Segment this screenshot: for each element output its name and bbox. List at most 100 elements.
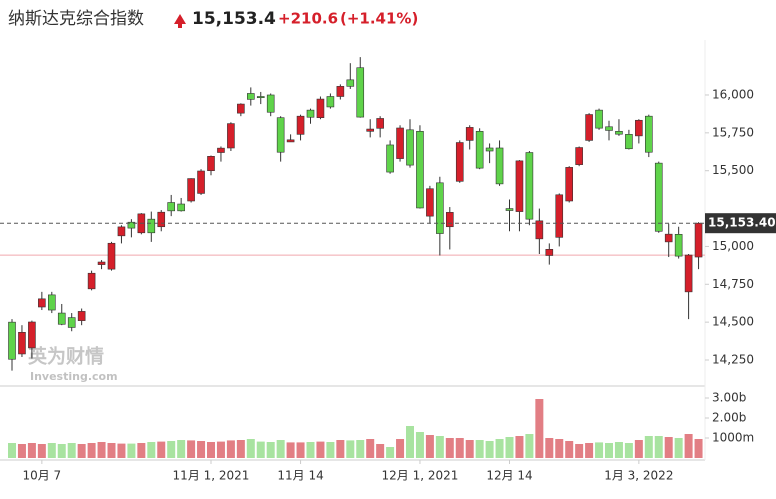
candle-body (157, 211, 166, 228)
candle-body (416, 131, 424, 209)
volume-bar (107, 443, 116, 458)
volume-bar (634, 440, 643, 458)
candle-body (87, 272, 96, 290)
candle-body (674, 234, 683, 257)
volume-bar (67, 443, 76, 458)
candle-body (555, 194, 564, 238)
candle-body (237, 103, 245, 114)
volume-bar (505, 437, 514, 458)
candle-body (28, 321, 36, 349)
volume-bar (545, 438, 554, 458)
volume-bar (595, 442, 604, 458)
x-tick-label: 12月 1, 2021 (382, 469, 459, 483)
volume-bar (366, 439, 375, 458)
volume-bar (87, 443, 96, 458)
volume-bar (316, 441, 325, 458)
volume-bar (157, 441, 166, 458)
candle-body (465, 127, 474, 141)
volume-bar (535, 399, 544, 458)
candle-body (147, 218, 156, 234)
volume-bar (127, 443, 136, 458)
y-tick-label: 14,250 (712, 353, 754, 367)
change: +210.6 (278, 10, 338, 28)
candle-body (47, 294, 56, 311)
candle-body (207, 156, 215, 172)
volume-bar (266, 442, 275, 458)
candle-body (505, 208, 514, 211)
candle-body (625, 134, 633, 150)
volume-bar (376, 444, 385, 458)
candle-body (296, 115, 305, 135)
last-price-box (705, 213, 776, 234)
volume-bar (684, 434, 693, 458)
volume-bar (306, 442, 315, 458)
candle-body (316, 98, 325, 118)
volume-bar (644, 436, 653, 458)
candle-body (57, 312, 66, 325)
candle-body (167, 202, 175, 212)
candle-body (127, 221, 136, 229)
candle-body (545, 249, 554, 256)
volume-bar (346, 440, 355, 458)
volume-bar (654, 436, 663, 458)
candle-body (346, 79, 355, 87)
volume-bar (495, 439, 504, 458)
candle-body (455, 142, 464, 182)
volume-bar (565, 441, 574, 458)
y-tick-label: 16,000 (712, 87, 754, 101)
volume-bar (356, 440, 365, 458)
candle-body (485, 147, 494, 152)
chart-title: 纳斯达克综合指数 (8, 9, 144, 29)
y-tick-label: 15,750 (712, 125, 754, 139)
candle-body (664, 233, 673, 243)
y-tick-label: 14,500 (712, 315, 754, 329)
candle-body (635, 119, 643, 137)
candle-body (535, 220, 544, 240)
volume-bar (455, 438, 464, 458)
candle-body (326, 96, 335, 108)
volume-bar (415, 432, 424, 458)
candle-body (525, 152, 534, 220)
candle-body (694, 222, 703, 258)
volume-bar (276, 440, 285, 458)
volume-bar (97, 442, 106, 458)
volume-bar (425, 435, 434, 458)
volume-bar (614, 442, 623, 458)
volume-bar (207, 442, 215, 458)
candle-body (227, 123, 235, 149)
x-tick-label: 11月 14 (277, 469, 323, 483)
candle-body (276, 117, 285, 153)
up-arrow (174, 14, 186, 28)
volume-bar (256, 441, 265, 458)
candle-body (376, 118, 384, 129)
volume-bar (525, 434, 534, 458)
price: 15,153.4 (192, 9, 276, 29)
candle-body (595, 109, 603, 129)
y-tick-label: 14,750 (712, 277, 754, 291)
y-tick-label: 15,500 (712, 163, 754, 177)
volume-bar (445, 438, 454, 458)
volume-bar (187, 440, 196, 458)
candle-body (654, 162, 663, 232)
candle-body (356, 67, 365, 118)
volume-bar (694, 439, 703, 458)
candle-body (18, 331, 26, 355)
volume-bar (664, 437, 673, 458)
candle-body (585, 114, 593, 141)
volume-bar (624, 443, 633, 458)
volume-bar (37, 444, 46, 458)
candle-body (107, 242, 116, 270)
volume-bar (147, 442, 156, 458)
candle-body (475, 131, 484, 169)
candle-body (187, 178, 195, 202)
candle-body (197, 170, 205, 194)
candle-body (605, 126, 613, 131)
candle-body (247, 93, 255, 100)
candle-body (386, 144, 394, 173)
candle-body (396, 127, 404, 159)
candle-body (445, 212, 454, 228)
volume-bar (605, 443, 613, 458)
volume-bar (167, 441, 176, 458)
candle-body (426, 188, 434, 217)
